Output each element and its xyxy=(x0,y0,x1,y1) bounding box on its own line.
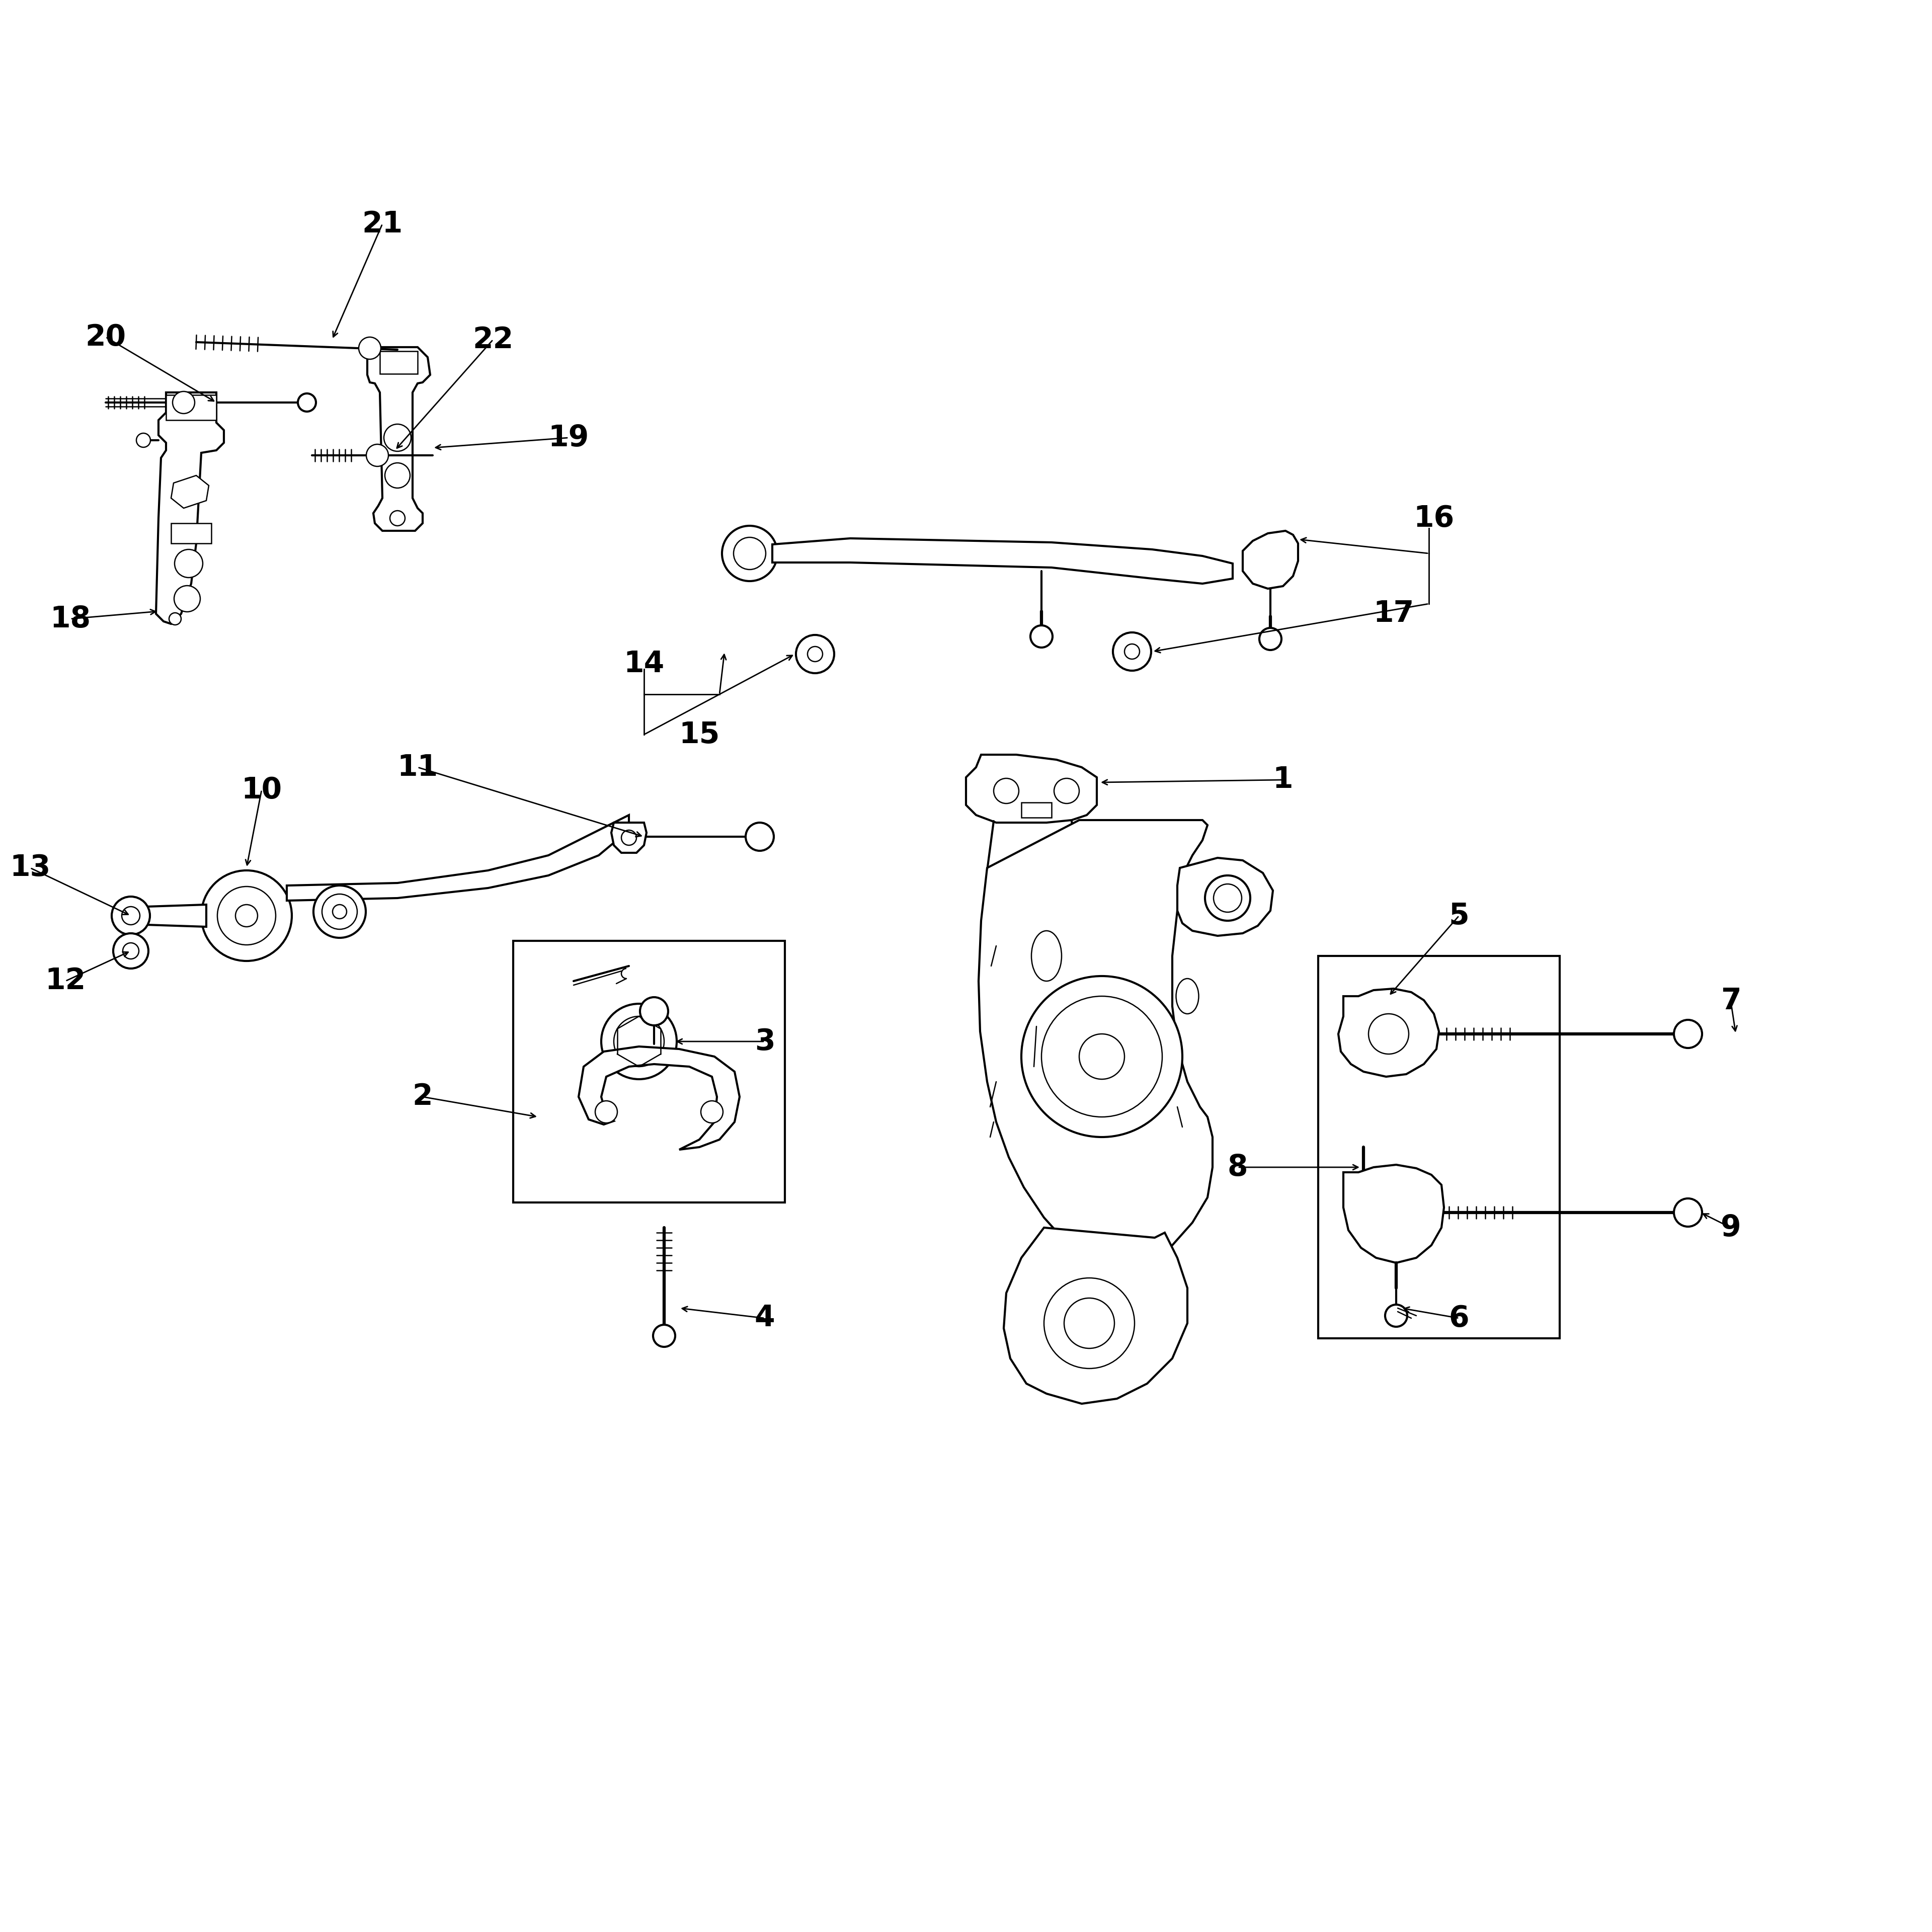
Polygon shape xyxy=(156,392,224,624)
Text: 21: 21 xyxy=(361,209,402,238)
Text: 14: 14 xyxy=(624,649,665,678)
Circle shape xyxy=(614,1016,665,1066)
Text: 17: 17 xyxy=(1374,599,1414,628)
Polygon shape xyxy=(147,904,207,927)
Polygon shape xyxy=(1339,989,1439,1076)
Circle shape xyxy=(1385,1304,1406,1327)
Circle shape xyxy=(622,831,636,846)
Bar xyxy=(166,394,216,419)
Circle shape xyxy=(201,871,292,960)
Circle shape xyxy=(1260,628,1281,649)
Polygon shape xyxy=(1343,1165,1443,1264)
Circle shape xyxy=(170,612,182,624)
Text: 22: 22 xyxy=(473,325,514,354)
Circle shape xyxy=(122,906,139,925)
Circle shape xyxy=(1113,632,1151,670)
Polygon shape xyxy=(611,823,647,852)
Circle shape xyxy=(174,549,203,578)
Polygon shape xyxy=(1005,1227,1188,1405)
Polygon shape xyxy=(1242,531,1298,589)
Polygon shape xyxy=(367,348,431,531)
Circle shape xyxy=(734,537,765,570)
Bar xyxy=(514,941,784,1202)
Circle shape xyxy=(796,636,835,672)
Text: 2: 2 xyxy=(412,1082,433,1111)
Polygon shape xyxy=(578,1047,740,1150)
Polygon shape xyxy=(773,539,1233,583)
Bar xyxy=(1318,956,1559,1339)
Circle shape xyxy=(653,1325,674,1347)
Circle shape xyxy=(1080,1034,1124,1080)
Circle shape xyxy=(367,444,388,466)
Circle shape xyxy=(1022,976,1182,1138)
Circle shape xyxy=(332,904,346,920)
Text: 13: 13 xyxy=(10,854,50,883)
Text: 10: 10 xyxy=(242,775,282,804)
Text: 11: 11 xyxy=(398,753,439,782)
Circle shape xyxy=(808,647,823,661)
Circle shape xyxy=(993,779,1018,804)
Circle shape xyxy=(1043,1277,1134,1368)
Polygon shape xyxy=(1177,858,1273,935)
Text: 1: 1 xyxy=(1273,765,1293,794)
Text: 5: 5 xyxy=(1449,902,1470,929)
Text: 20: 20 xyxy=(85,323,126,352)
Text: 19: 19 xyxy=(549,423,589,452)
Text: 12: 12 xyxy=(44,966,85,995)
Bar xyxy=(172,524,211,543)
Circle shape xyxy=(390,510,406,526)
Text: 18: 18 xyxy=(50,605,91,634)
Text: 9: 9 xyxy=(1721,1213,1741,1242)
Bar xyxy=(381,352,417,373)
Circle shape xyxy=(639,997,668,1026)
Circle shape xyxy=(174,585,201,612)
Circle shape xyxy=(701,1101,723,1122)
Circle shape xyxy=(1055,779,1080,804)
Circle shape xyxy=(595,1101,618,1122)
Circle shape xyxy=(313,885,365,937)
Polygon shape xyxy=(966,755,1097,823)
Text: 6: 6 xyxy=(1449,1304,1468,1333)
Circle shape xyxy=(359,336,381,359)
Circle shape xyxy=(124,943,139,958)
Circle shape xyxy=(1124,643,1140,659)
Polygon shape xyxy=(172,475,209,508)
Circle shape xyxy=(112,896,151,935)
Circle shape xyxy=(114,933,149,968)
Circle shape xyxy=(384,464,410,489)
Circle shape xyxy=(172,392,195,413)
Text: 16: 16 xyxy=(1414,504,1455,533)
Text: 8: 8 xyxy=(1227,1153,1248,1182)
Circle shape xyxy=(601,1005,676,1080)
Circle shape xyxy=(723,526,777,582)
Text: 3: 3 xyxy=(755,1028,775,1055)
Circle shape xyxy=(384,425,412,452)
Circle shape xyxy=(298,394,317,412)
Polygon shape xyxy=(286,815,630,900)
Circle shape xyxy=(236,904,257,927)
Circle shape xyxy=(1030,626,1053,647)
Bar xyxy=(1022,802,1051,817)
Circle shape xyxy=(1213,885,1242,912)
Circle shape xyxy=(1368,1014,1408,1055)
Circle shape xyxy=(1041,997,1163,1117)
Circle shape xyxy=(137,433,151,448)
Polygon shape xyxy=(980,819,1213,1264)
Text: 15: 15 xyxy=(678,721,721,750)
Text: 4: 4 xyxy=(755,1304,775,1333)
Circle shape xyxy=(746,823,775,850)
Circle shape xyxy=(1673,1198,1702,1227)
Text: 7: 7 xyxy=(1721,987,1741,1016)
Circle shape xyxy=(1065,1298,1115,1349)
Circle shape xyxy=(1206,875,1250,922)
Circle shape xyxy=(1673,1020,1702,1047)
Circle shape xyxy=(323,895,357,929)
Circle shape xyxy=(216,887,276,945)
